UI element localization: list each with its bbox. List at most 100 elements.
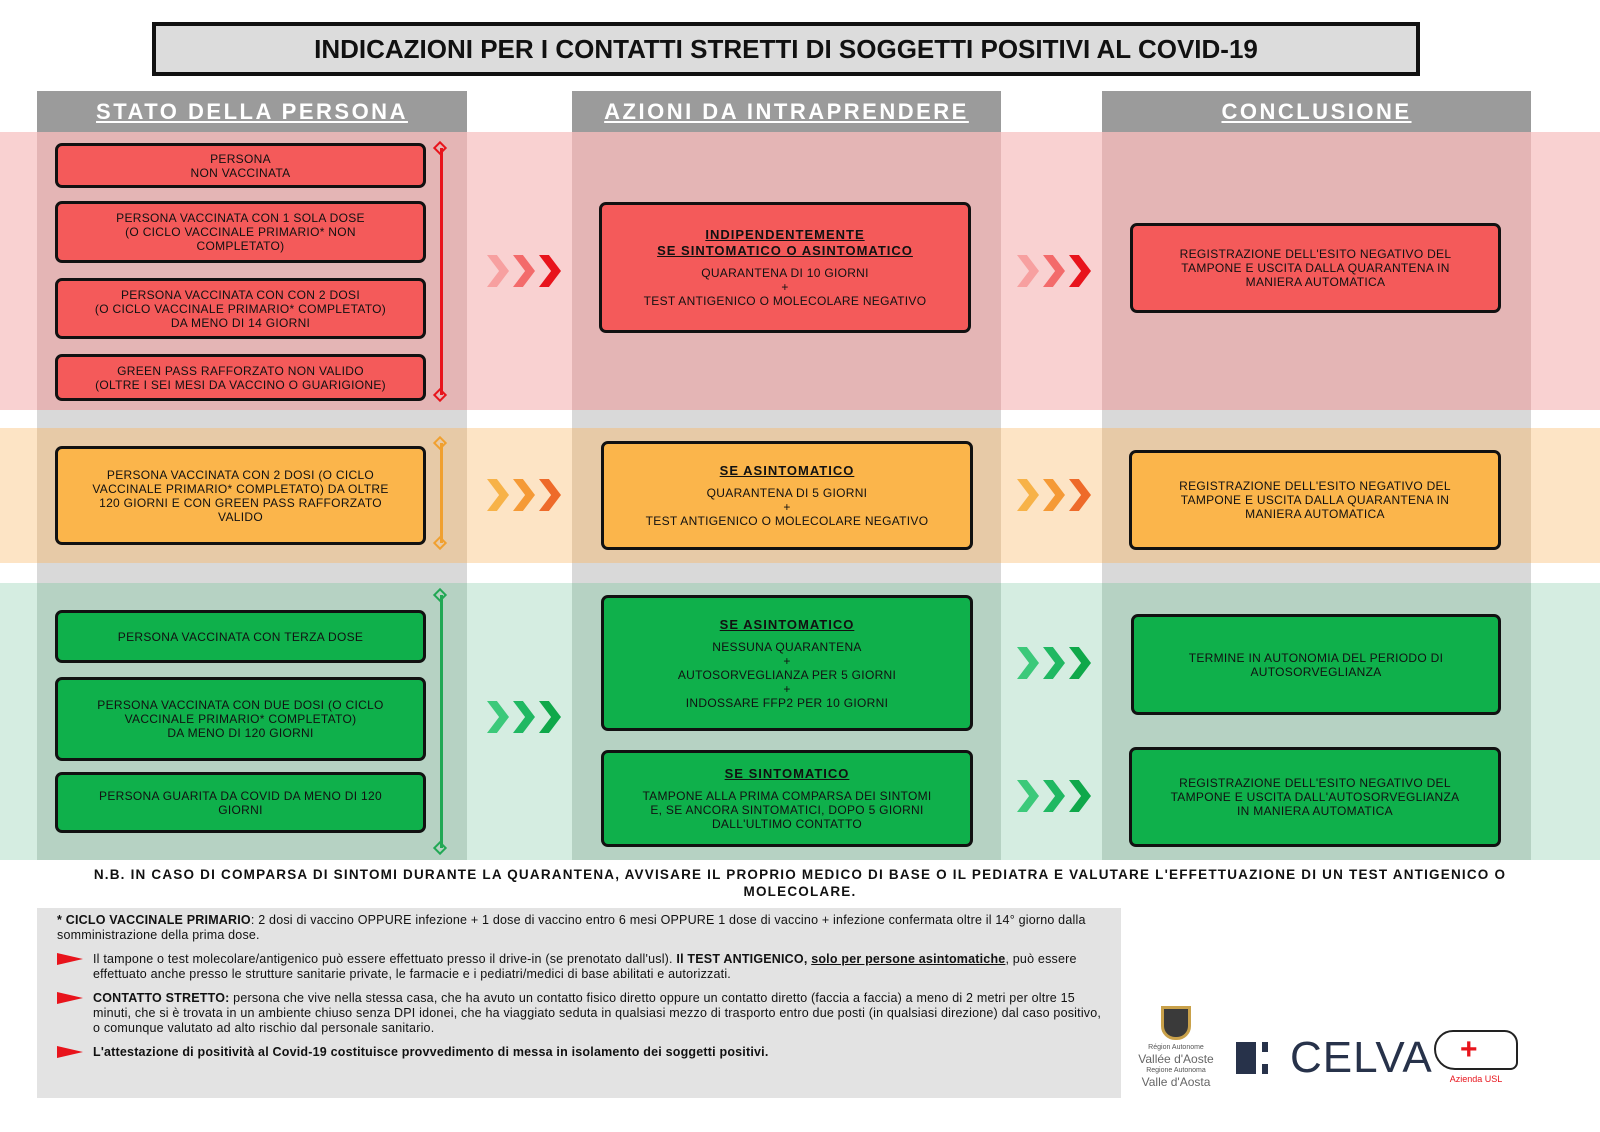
arrow-icon	[57, 953, 83, 965]
action-green-asintomatico: SE ASINTOMATICO NESSUNA QUARANTENA + AUTOSO…	[601, 595, 973, 731]
conclusion-orange: REGISTRAZIONE DELL'ESITO NEGATIVO DEL TAM…	[1129, 450, 1501, 550]
group-bracket	[432, 587, 448, 856]
region-line: Regione Autonoma	[1146, 1067, 1206, 1074]
logo-usl: +	[1434, 1030, 1518, 1070]
box-line: TEST ANTIGENICO O MOLECOLARE NEGATIVO	[645, 514, 929, 528]
coat-of-arms-icon	[1161, 1006, 1191, 1040]
box-line: PERSONA VACCINATA CON TERZA DOSE	[117, 629, 364, 644]
arrow-icon	[57, 992, 83, 1004]
logo-region: Région Autonome Vallée d'Aoste Regione A…	[1134, 1006, 1218, 1089]
box-title-line: INDIPENDENTEMENTE	[705, 227, 865, 242]
ciclo-label: * CICLO VACCINALE PRIMARIO	[57, 913, 251, 927]
box-line: MANIERA AUTOMATICA	[1245, 275, 1386, 289]
note-tampone: Il tampone o test molecolare/antigenico …	[57, 952, 1111, 982]
box-line: TEST ANTIGENICO O MOLECOLARE NEGATIVO	[643, 294, 927, 308]
state-green-pass-non-valido: GREEN PASS RAFFORZATO NON VALIDO (OLTRE I…	[55, 354, 426, 401]
red-cross-icon: +	[1460, 1033, 1478, 1066]
box-line: INDOSSARE FFP2 PER 10 GIORNI	[685, 695, 889, 710]
nb-note: N.B. IN CASO DI COMPARSA DI SINTOMI DURA…	[93, 867, 1507, 899]
column-background	[37, 410, 467, 428]
box-line: PERSONA GUARITA DA COVID DA MENO DI 120	[99, 788, 382, 803]
box-line: NESSUNA QUARANTENA	[712, 639, 862, 654]
state-due-dosi-120-green-pass: PERSONA VACCINATA CON 2 DOSI (O CICLO VAC…	[55, 446, 426, 545]
action-orange: SE ASINTOMATICO QUARANTENA DI 5 GIORNI + TE…	[601, 441, 973, 550]
box-line: DA MENO DI 14 GIORNI	[170, 315, 311, 330]
contatto-label: CONTATTO STRETTO:	[93, 991, 230, 1005]
box-line: REGISTRAZIONE DELL'ESITO NEGATIVO DEL	[1179, 247, 1452, 261]
box-line: PERSONA	[210, 151, 271, 166]
box-line: +	[783, 681, 791, 696]
region-line: Région Autonome	[1148, 1044, 1204, 1051]
column-background	[572, 410, 1001, 428]
box-line: (OLTRE I SEI MESI DA VACCINO O GUARIGION…	[95, 377, 386, 392]
box-line: QUARANTENA DI 10 GIORNI	[701, 266, 869, 280]
box-line: TAMPONE ALLA PRIMA COMPARSA DEI SINTOMI	[642, 789, 932, 803]
box-line: COMPLETATO)	[196, 239, 285, 253]
header-azioni: AZIONI DA INTRAPRENDERE	[572, 91, 1001, 132]
box-title-line: SE SINTOMATICO O ASINTOMATICO	[657, 243, 913, 258]
arrow-icon	[57, 1046, 83, 1058]
box-line: TERMINE IN AUTONOMIA DEL PERIODO DI	[1188, 650, 1444, 665]
box-line: IN MANIERA AUTOMATICA	[1237, 804, 1393, 818]
celva-mark-icon	[1236, 1042, 1256, 1074]
box-line: REGISTRAZIONE DELL'ESITO NEGATIVO DEL	[1179, 776, 1451, 790]
contatto-text: persona che vive nella stessa casa, che …	[93, 991, 1102, 1035]
box-line: DALL'ULTIMO CONTATTO	[711, 817, 863, 831]
region-line: Vallée d'Aoste	[1138, 1052, 1214, 1066]
box-line: MANIERA AUTOMATICA	[1245, 507, 1385, 521]
region-line: Valle d'Aosta	[1141, 1075, 1211, 1089]
box-line: AUTOSORVEGLIANZA PER 5 GIORNI	[677, 667, 897, 682]
conclusion-green-sintomatico: REGISTRAZIONE DELL'ESITO NEGATIVO DEL TAM…	[1129, 747, 1501, 847]
footer-notes: * CICLO VACCINALE PRIMARIO: 2 dosi di va…	[37, 908, 1121, 1098]
state-una-dose: PERSONA VACCINATA CON 1 SOLA DOSE (O CICL…	[55, 201, 426, 263]
box-line: DA MENO DI 120 GIORNI	[167, 726, 314, 740]
column-background	[572, 563, 1001, 583]
column-background	[37, 563, 467, 583]
column-background	[1102, 410, 1531, 428]
box-line: PERSONA VACCINATA CON CON 2 DOSI	[121, 287, 360, 302]
group-bracket	[432, 140, 448, 403]
box-line: QUARANTENA DI 5 GIORNI	[706, 486, 868, 500]
box-line: GREEN PASS RAFFORZATO NON VALIDO	[117, 363, 364, 378]
box-line: TAMPONE E USCITA DALL'AUTOSORVEGLIANZA	[1170, 790, 1460, 804]
box-line: VALIDO	[218, 509, 263, 524]
group-bracket	[432, 435, 448, 551]
state-due-dosi-14: PERSONA VACCINATA CON CON 2 DOSI (O CICLO…	[55, 278, 426, 339]
note-ciclo: * CICLO VACCINALE PRIMARIO: 2 dosi di va…	[57, 913, 1111, 943]
note-attestazione: L'attestazione di positività al Covid-19…	[57, 1045, 1111, 1060]
box-line: NON VACCINATA	[190, 165, 291, 180]
box-line: AUTOSORVEGLIANZA	[1250, 664, 1382, 679]
tampone-text-2: , può essere effettuato anche presso le …	[93, 952, 1077, 981]
test-antigenico-label: Il TEST ANTIGENICO,	[676, 952, 812, 966]
box-line: PERSONA VACCINATA CON 2 DOSI (O CICLO	[106, 467, 375, 482]
box-title-line: SE ASINTOMATICO	[719, 616, 855, 632]
box-line: +	[783, 653, 791, 668]
box-line: VACCINALE PRIMARIO* COMPLETATO)	[124, 712, 357, 726]
state-terza-dose: PERSONA VACCINATA CON TERZA DOSE	[55, 610, 426, 663]
page-title: INDICAZIONI PER I CONTATTI STRETTI DI SO…	[152, 22, 1420, 76]
action-green-sintomatico: SE SINTOMATICO TAMPONE ALLA PRIMA COMPARS…	[601, 750, 973, 847]
box-title-line: SE ASINTOMATICO	[719, 463, 855, 478]
box-line: TAMPONE E USCITA DALLA QUARANTENA IN	[1181, 261, 1450, 275]
header-conclusione: CONCLUSIONE	[1102, 91, 1531, 132]
box-line: VACCINALE PRIMARIO* COMPLETATO) DA OLTRE	[92, 481, 389, 496]
box-line: GIORNI	[218, 802, 263, 817]
box-line: +	[783, 500, 791, 514]
box-line: (O CICLO VACCINALE PRIMARIO* NON	[125, 225, 356, 239]
celva-mark-dots-icon	[1262, 1042, 1268, 1074]
box-line: TAMPONE E USCITA DALLA QUARANTENA IN	[1180, 493, 1450, 507]
box-line: REGISTRAZIONE DELL'ESITO NEGATIVO DEL	[1179, 479, 1451, 493]
state-non-vaccinata: PERSONA NON VACCINATA	[55, 143, 426, 188]
note-contatto: CONTATTO STRETTO: persona che vive nella…	[57, 991, 1111, 1036]
box-title-line: SE SINTOMATICO	[724, 766, 850, 781]
box-line: E, SE ANCORA SINTOMATICI, DOPO 5 GIORNI	[650, 803, 924, 817]
box-line: (O CICLO VACCINALE PRIMARIO* COMPLETATO)	[94, 301, 387, 316]
header-stato: STATO DELLA PERSONA	[37, 91, 467, 132]
box-line: +	[781, 280, 789, 294]
attestazione-text: L'attestazione di positività al Covid-19…	[93, 1045, 769, 1059]
state-guarita: PERSONA GUARITA DA COVID DA MENO DI 120 G…	[55, 772, 426, 833]
tampone-text: Il tampone o test molecolare/antigenico …	[93, 952, 677, 966]
column-background	[1102, 563, 1531, 583]
solo-asintomatiche: solo per persone asintomatiche	[811, 952, 1006, 966]
action-red: INDIPENDENTEMENTE SE SINTOMATICO O ASINTO…	[599, 202, 971, 333]
